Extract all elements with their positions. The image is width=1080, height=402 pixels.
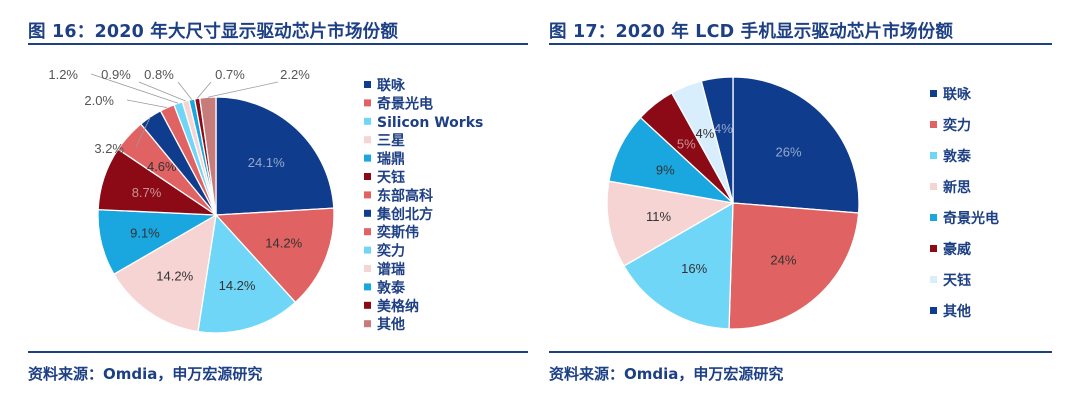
title-divider [28,43,528,45]
chart-panel-lcd-phone: 图 17：2020 年 LCD 手机显示驱动芯片市场份额 26% 24% 16% 11… [549,0,1052,402]
legend-swatch [364,246,371,254]
slice-label: 0.8% [144,67,174,82]
pie-slice [728,202,860,330]
slice-label: 9.1% [130,225,160,240]
slice-label: 26% [776,145,802,160]
legend-label: 奕力 [377,243,405,260]
leader-line [207,81,279,98]
source-note: 资料来源：Omdia，申万宏源研究 [549,365,784,383]
slice-label: 4% [696,126,715,141]
slice-label: 11% [646,209,671,224]
legend-swatch [364,154,371,162]
slice-label: 4% [714,121,733,136]
legend-label: 三星 [377,133,405,149]
legend-label: 其他 [943,303,971,320]
pie-chart-large-size: 24.1% 14.2% 14.2% 14.2% 9.1% 8.7% 4.6% 3.2% 2.0%… [48,67,483,334]
legend-swatch [364,228,371,236]
legend-label: 豪威 [943,241,971,258]
legend-swatch [930,152,937,159]
slice-label: 8.7% [132,185,162,200]
leader-line [126,99,168,108]
slice-label: 24% [770,252,796,267]
legend-label: 敦泰 [377,279,406,296]
slice-label: 2.2% [280,67,310,82]
legend-label: 其他 [377,316,405,333]
source-divider [549,351,1052,353]
legend-label: 天钰 [943,272,971,289]
legend-swatch [364,117,371,125]
legend-label: 奇景光电 [943,210,999,227]
legend-label: 天钰 [377,169,405,186]
slice-label: 16% [681,261,707,276]
pie-slice [113,213,217,333]
pie-slice [700,76,734,204]
legend-label: 联咏 [377,77,406,94]
legend-swatch [364,209,371,217]
slice-label: 3.2% [94,141,124,156]
legend-swatch [364,81,371,88]
pie-slice [732,76,860,214]
chart-panel-large-size: 图 16：2020 年大尺寸显示驱动芯片市场份额 24.1% 14.2% 14.2%… [28,0,528,402]
leader-line [90,73,179,104]
slice-label: 14.2% [156,268,193,283]
legend-label: 美格纳 [377,298,419,315]
pie-slice [214,207,335,304]
slice-label: 4.6% [147,159,177,174]
legend-label: 敦泰 [943,148,972,165]
slice-label: 24.1% [248,155,285,170]
legend-swatch [930,276,937,283]
legend-swatch [930,245,937,252]
legend-label: 奇景光电 [377,95,433,112]
legend-swatch [930,214,937,221]
chart-title: 图 17：2020 年 LCD 手机显示驱动芯片市场份额 [549,22,954,42]
slice-label: 1.2% [48,67,78,82]
legend-swatch [930,90,937,97]
legend-label: Silicon Works [377,115,483,131]
source-divider [28,351,528,353]
pie-slice [606,180,735,267]
leader-line [135,116,151,148]
legend-swatch [364,173,371,180]
legend-swatch [364,283,371,291]
source-note: 资料来源：Omdia，申万宏源研究 [28,365,263,383]
pie-slice [622,201,734,330]
legend-swatch [364,301,371,309]
legend-label: 新思 [943,179,971,196]
leader-line [177,81,193,100]
leader-line [138,81,186,102]
slice-label: 0.9% [101,67,131,82]
slice-label: 14.2% [219,278,256,293]
legend-swatch [364,265,371,272]
legend-label: 联咏 [943,86,972,103]
legend-swatch [364,191,371,199]
legend-swatch [364,136,371,144]
chart-title: 图 16：2020 年大尺寸显示驱动芯片市场份额 [28,22,399,42]
legend-label: 集创北方 [376,206,433,223]
legend-label: 谱瑞 [377,261,405,278]
legend-swatch [930,183,937,190]
pie-slice [215,96,335,216]
slice-label: 2.0% [84,93,114,108]
slice-label: 0.7% [215,67,245,82]
legend-label: 奕力 [943,117,971,134]
slice-label: 5% [677,137,696,152]
leader-line [196,81,212,99]
legend-label: 奕斯伟 [377,224,419,241]
legend-label: 东部高科 [377,187,433,204]
legend-swatch [930,121,937,128]
slice-label: 14.2% [265,236,302,251]
legend-label: 瑞鼎 [377,151,405,168]
pie-slice [197,213,297,334]
title-divider [549,43,1052,45]
slice-label: 9% [656,162,675,177]
legend-swatch [364,320,371,328]
legend-swatch [930,307,937,314]
legend-swatch [364,99,371,107]
